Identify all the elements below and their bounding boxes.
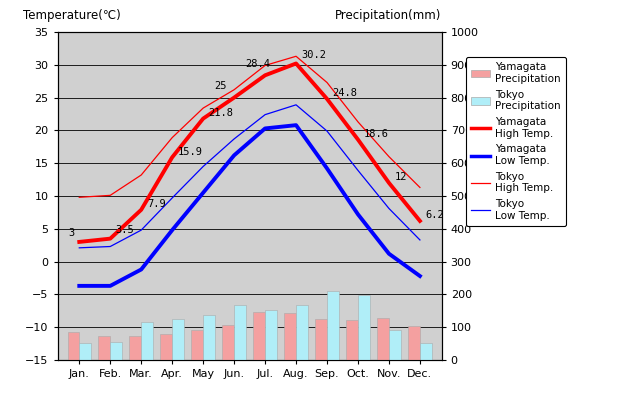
Bar	[408, 326, 420, 360]
Bar	[389, 330, 401, 360]
Text: 21.8: 21.8	[209, 108, 234, 118]
Text: 6.2: 6.2	[426, 210, 444, 220]
Legend: Yamagata
Precipitation, Tokyo
Precipitation, Yamagata
High Temp., Yamagata
Low T: Yamagata Precipitation, Tokyo Precipitat…	[466, 57, 566, 226]
Bar	[358, 295, 370, 360]
Bar	[346, 320, 358, 360]
Bar	[99, 336, 110, 360]
Bar	[316, 319, 327, 360]
Bar	[284, 313, 296, 360]
Bar	[420, 343, 432, 360]
Bar	[129, 336, 141, 360]
Text: 30.2: 30.2	[301, 50, 326, 60]
Bar	[110, 342, 122, 360]
Bar	[191, 330, 203, 360]
Text: 12: 12	[394, 172, 407, 182]
Bar	[161, 334, 172, 360]
Bar	[222, 325, 234, 360]
Bar	[141, 322, 153, 360]
Text: 25: 25	[214, 81, 227, 91]
Text: Precipitation(mm): Precipitation(mm)	[335, 9, 442, 22]
Text: Temperature(℃): Temperature(℃)	[23, 9, 121, 22]
Bar	[172, 319, 184, 360]
Text: 15.9: 15.9	[178, 146, 203, 156]
Text: 28.4: 28.4	[246, 59, 271, 69]
Bar	[265, 310, 277, 360]
Bar	[79, 343, 91, 360]
Text: 3.5: 3.5	[116, 225, 134, 235]
Bar	[327, 292, 339, 360]
Text: 18.6: 18.6	[364, 129, 388, 139]
Bar	[67, 332, 79, 360]
Text: 24.8: 24.8	[333, 88, 358, 98]
Bar	[377, 318, 389, 360]
Bar	[203, 315, 215, 360]
Text: 3: 3	[68, 228, 74, 238]
Bar	[296, 305, 308, 360]
Text: 7.9: 7.9	[147, 199, 166, 209]
Bar	[253, 312, 265, 360]
Bar	[234, 305, 246, 360]
